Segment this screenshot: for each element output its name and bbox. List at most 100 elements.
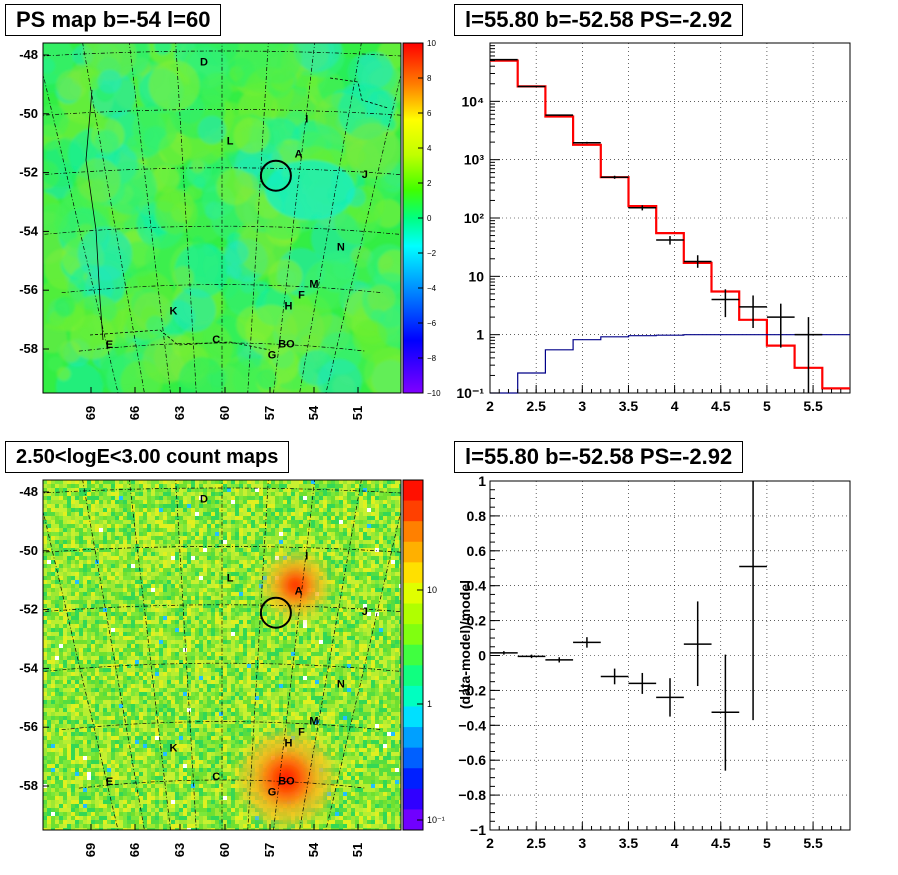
count-pixel	[295, 512, 299, 516]
count-pixel	[255, 648, 259, 652]
ps-texture-blob	[120, 360, 163, 393]
count-pixel	[107, 492, 111, 496]
count-pixel	[359, 664, 363, 668]
count-pixel	[147, 532, 151, 536]
count-pixel	[163, 540, 167, 544]
count-pixel	[103, 588, 107, 592]
count-pixel	[187, 564, 191, 568]
count-pixel	[115, 600, 119, 604]
count-pixel	[283, 652, 287, 656]
count-pixel	[139, 608, 143, 612]
count-pixel	[323, 568, 327, 572]
count-pixel	[351, 568, 355, 572]
count-pixel	[151, 616, 155, 620]
count-pixel	[43, 556, 47, 560]
count-pixel	[159, 568, 163, 572]
count-pixel	[127, 516, 131, 520]
count-pixel	[167, 600, 171, 604]
count-pixel	[95, 636, 99, 640]
count-pixel	[159, 648, 163, 652]
count-pixel	[395, 480, 399, 484]
count-pixel	[59, 664, 63, 668]
count-pixel	[319, 608, 323, 612]
count-pixel	[99, 528, 103, 532]
ps-texture-blob	[200, 72, 233, 105]
count-pixel	[363, 508, 367, 512]
count-pixel	[383, 564, 387, 568]
count-pixel	[239, 532, 243, 536]
count-pixel	[107, 516, 111, 520]
count-pixel	[43, 668, 47, 672]
count-pixel	[307, 552, 311, 556]
ps-source-label-G: G	[268, 350, 277, 362]
count-pixel	[179, 524, 183, 528]
count-pixel	[383, 632, 387, 636]
count-pixel	[183, 656, 187, 660]
count-pixel	[119, 636, 123, 640]
count-pixel	[99, 504, 103, 508]
count-pixel	[107, 624, 111, 628]
ps-mask-contour	[89, 329, 271, 351]
count-pixel	[311, 556, 315, 560]
count-pixel	[215, 524, 219, 528]
count-pixel	[395, 556, 399, 560]
count-pixel	[67, 548, 71, 552]
count-pixel	[371, 628, 375, 632]
count-pixel	[183, 496, 187, 500]
count-pixel	[211, 580, 215, 584]
count-pixel	[343, 652, 347, 656]
count-pixel	[263, 648, 267, 652]
count-pixel	[391, 536, 395, 540]
count-pixel	[183, 540, 187, 544]
count-pixel	[363, 532, 367, 536]
count-pixel	[363, 552, 367, 556]
count-pixel	[335, 660, 339, 664]
count-pixel	[67, 648, 71, 652]
count-pixel	[295, 652, 299, 656]
count-pixel	[79, 516, 83, 520]
count-pixel	[383, 664, 387, 668]
count-pixel	[203, 628, 207, 632]
count-pixel	[175, 540, 179, 544]
count-pixel	[343, 536, 347, 540]
count-pixel	[327, 556, 331, 560]
count-pixel	[59, 572, 63, 576]
count-pixel	[331, 560, 335, 564]
count-pixel	[395, 592, 399, 596]
count-pixel	[255, 660, 259, 664]
count-pixel	[283, 504, 287, 508]
count-pixel	[339, 604, 343, 608]
count-pixel	[227, 508, 231, 512]
count-pixel	[207, 668, 211, 672]
count-pixel	[63, 576, 67, 580]
count-pixel	[127, 592, 131, 596]
count-pixel	[299, 520, 303, 524]
count-pixel	[343, 668, 347, 672]
count-pixel	[123, 492, 127, 496]
count-pixel	[227, 524, 231, 528]
count-pixel	[171, 524, 175, 528]
count-pixel	[271, 668, 275, 672]
count-pixel	[315, 656, 319, 660]
count-pixel	[75, 584, 79, 588]
count-pixel	[199, 620, 203, 624]
count-pixel	[63, 584, 67, 588]
count-pixel	[327, 528, 331, 532]
count-pixel	[219, 532, 223, 536]
count-pixel	[347, 544, 351, 548]
count-pixel	[115, 560, 119, 564]
count-pixel	[335, 484, 339, 488]
count-pixel	[71, 596, 75, 600]
count-pixel	[115, 660, 119, 664]
count-pixel	[263, 548, 267, 552]
count-pixel	[51, 584, 55, 588]
count-pixel	[335, 572, 339, 576]
count-pixel	[67, 524, 71, 528]
count-pixel	[395, 516, 399, 520]
count-pixel	[179, 660, 183, 664]
count-pixel	[375, 568, 379, 572]
count-pixel	[199, 500, 203, 504]
count-pixel	[87, 668, 91, 672]
count-pixel	[207, 508, 211, 512]
count-pixel	[375, 572, 379, 576]
